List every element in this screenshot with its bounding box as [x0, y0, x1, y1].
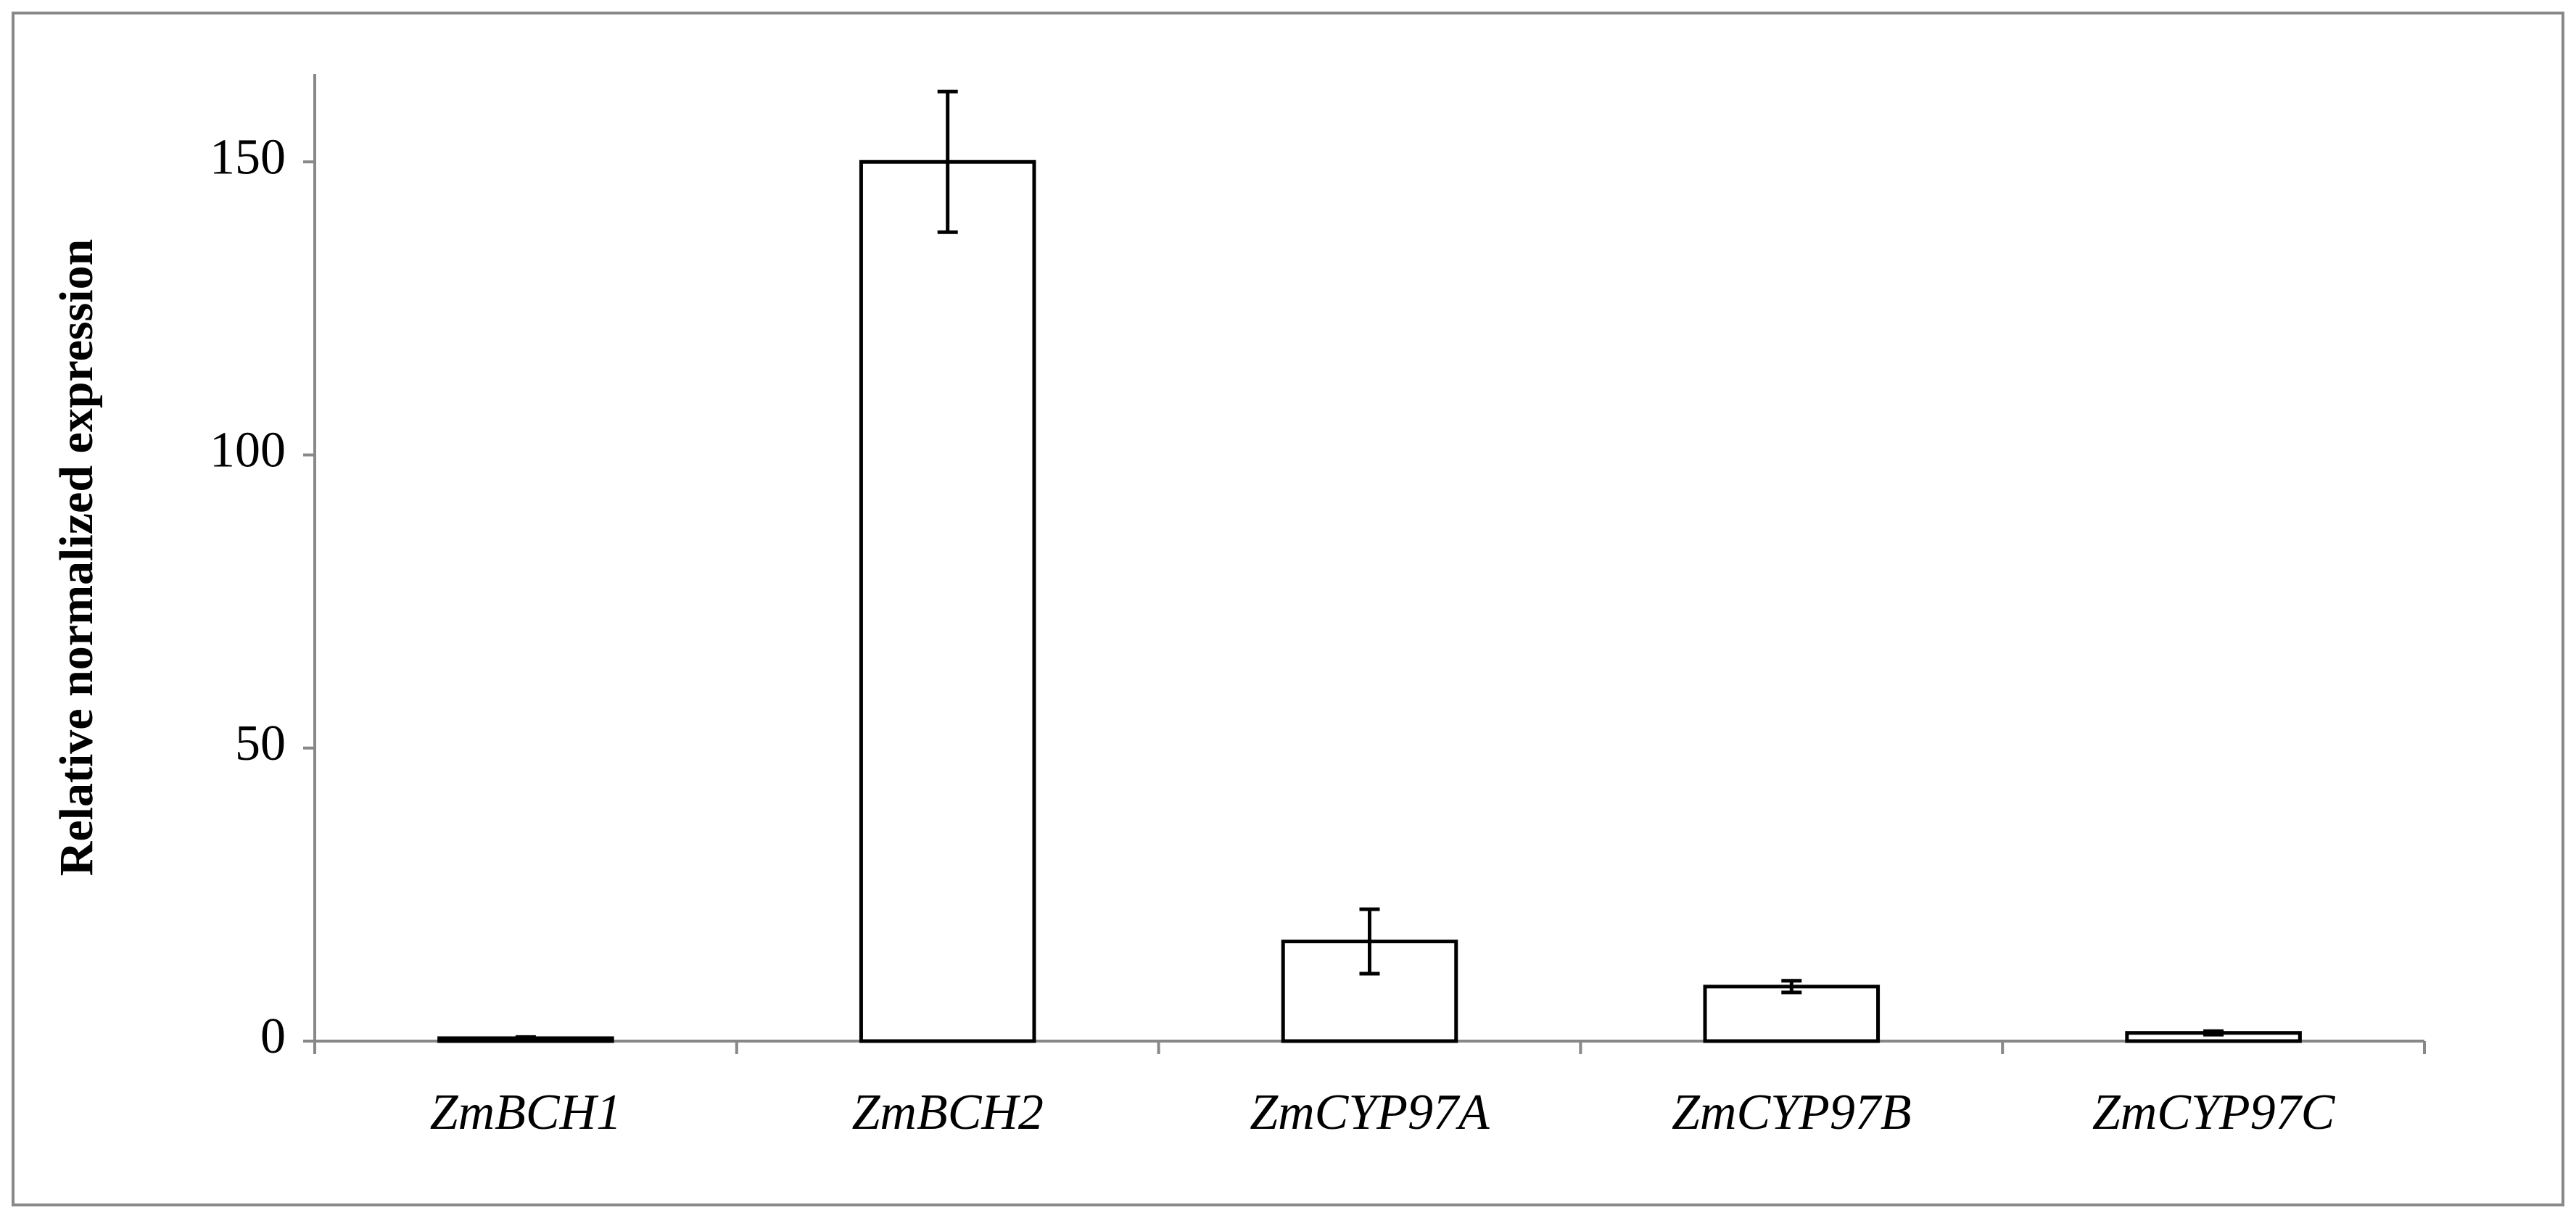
- x-tick-label: ZmCYP97C: [2092, 1085, 2336, 1140]
- x-tick-label: ZmBCH1: [430, 1085, 622, 1140]
- x-tick-label: ZmBCH2: [851, 1085, 1043, 1140]
- y-axis-label: Relative normalized expression: [50, 239, 103, 877]
- error-bar: [515, 1035, 536, 1042]
- y-tick-label: 150: [210, 129, 286, 185]
- bar: [1703, 985, 1881, 1043]
- y-tick-label: 0: [260, 1008, 286, 1064]
- x-tick-label: ZmCYP97B: [1672, 1085, 1912, 1140]
- error-bar: [937, 89, 958, 234]
- y-tick-label: 50: [235, 716, 286, 771]
- x-tick-label: ZmCYP97A: [1250, 1085, 1490, 1140]
- chart-border: [12, 12, 2564, 1206]
- y-tick-label: 100: [210, 423, 286, 478]
- error-bar: [1781, 979, 1802, 995]
- error-bar: [1359, 907, 1380, 976]
- error-bar: [2203, 1029, 2224, 1037]
- bar: [859, 160, 1036, 1043]
